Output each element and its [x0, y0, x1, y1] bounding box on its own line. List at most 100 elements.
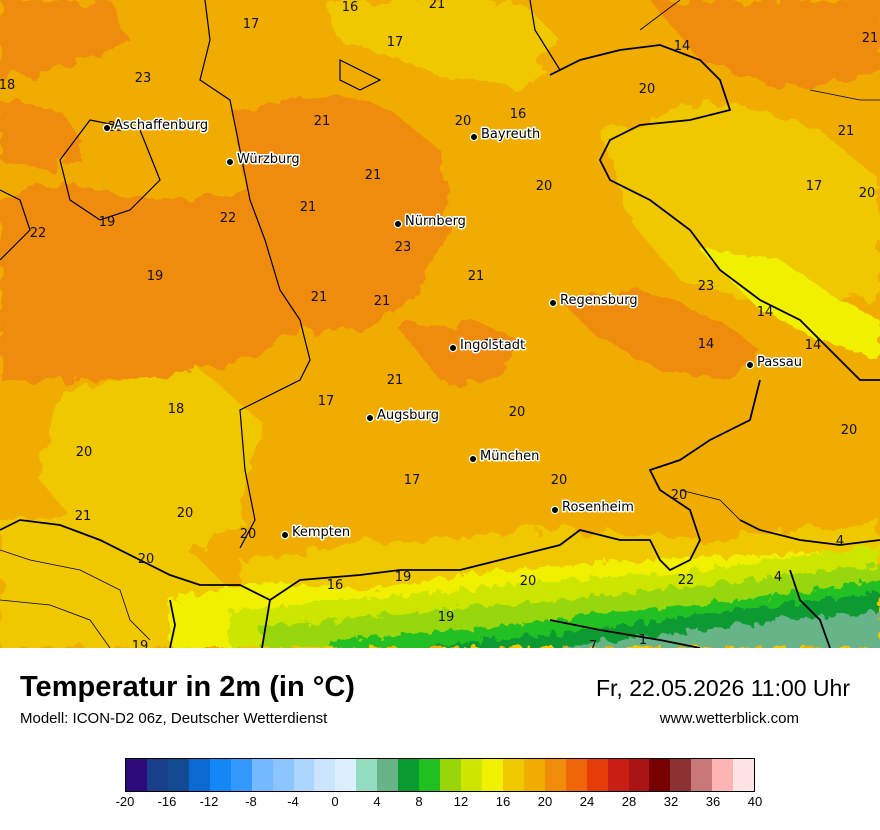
city-marker: Bayreuth [469, 126, 542, 144]
color-scale-swatch [209, 759, 231, 791]
temperature-value-label: 20 [240, 527, 257, 542]
map-canvas: 16 21 17 17 14 21 18 23 20 23 16 20 21 21 21 20 17 20 19 22… [0, 0, 880, 648]
legend-footer: Temperatur in 2m (in °C) Modell: ICON-D2… [0, 648, 880, 830]
city-dot [102, 123, 112, 133]
temperature-value-label: 20 [520, 574, 537, 589]
temperature-value-label: 20 [177, 506, 194, 521]
city-marker: Augsburg [365, 407, 441, 425]
city-dot [745, 360, 755, 370]
temperature-value-label: 19 [395, 570, 412, 585]
city-dot [469, 132, 479, 142]
color-scale-swatch [272, 759, 294, 791]
city-dot [468, 454, 478, 464]
city-label: Passau [757, 355, 802, 370]
color-scale-swatch [440, 759, 461, 791]
color-scale-tick: -20 [115, 794, 135, 809]
temperature-value-label: 23 [108, 120, 125, 135]
temperature-value-label: 18 [0, 78, 15, 93]
color-scale-swatch [461, 759, 482, 791]
temperature-value-label: 14 [674, 39, 691, 54]
website-link: www.wetterblick.com [659, 710, 799, 727]
city-marker: München [468, 448, 541, 466]
temperature-value-label: 23 [135, 71, 152, 86]
temperature-map: 16 21 17 17 14 21 18 23 20 23 16 20 21 21 21 20 17 20 19 22… [0, 0, 880, 648]
color-scale-ticks: -20 -16 -12 -8 -4 0 4 8 12 16 20 24 28 32 36 40 [116, 794, 763, 818]
national-borders [0, 44, 880, 648]
color-scale-swatch [335, 759, 357, 791]
color-scale-tick: 12 [453, 794, 469, 809]
color-scale-tick: 28 [621, 794, 637, 809]
city-label: Aschaffenburg [114, 118, 208, 133]
alpine-zones [230, 545, 880, 648]
city-label: Kempten [292, 525, 350, 540]
temperature-value-label: 20 [841, 423, 858, 438]
color-scale-swatch [481, 759, 503, 791]
temperature-value-label: 7 [589, 639, 597, 648]
district-borders [0, 0, 880, 648]
temperature-value-label: 17 [318, 394, 335, 409]
city-label: Bayreuth [481, 127, 540, 142]
color-scale-swatch [146, 759, 168, 791]
color-scale-swatch [251, 759, 273, 791]
color-scale-swatch [398, 759, 420, 791]
color-scale-tick: -4 [287, 794, 299, 809]
color-scale-swatch [586, 759, 608, 791]
city-markers: Aschaffenburg Würzburg Bayreuth Nürnberg Reg… [102, 117, 803, 542]
city-label: Würzburg [237, 152, 300, 167]
forecast-datetime: Fr, 22.05.2026 11:00 Uhr [595, 675, 850, 701]
color-scale-tick: 16 [495, 794, 511, 809]
color-scale-tick: 20 [537, 794, 553, 809]
city-dot [393, 219, 403, 229]
city-marker: Würzburg [225, 151, 301, 169]
color-scale-swatch [523, 759, 545, 791]
city-marker: Nürnberg [393, 213, 467, 231]
temperature-value-label: 23 [698, 279, 715, 294]
temperature-value-label: 14 [757, 305, 774, 320]
color-scale-swatch [188, 759, 210, 791]
color-scale-swatch [712, 759, 734, 791]
temperature-value-label: 21 [838, 124, 855, 139]
temperature-value-label: 17 [387, 35, 404, 50]
temperature-value-label: 17 [404, 473, 421, 488]
temperature-value-label: 16 [327, 578, 344, 593]
color-scale-bar [125, 758, 755, 792]
color-scale-tick: 0 [331, 794, 339, 809]
temperature-value-label: 4 [836, 534, 844, 549]
temperature-value-label: 21 [484, 338, 501, 353]
color-scale-swatch [607, 759, 629, 791]
temperature-value-label: 22 [220, 211, 237, 226]
temperature-value-label: 22 [678, 573, 695, 588]
temperature-value-label: 21 [365, 168, 382, 183]
city-marker: Passau [745, 354, 803, 372]
temperature-value-label: 20 [671, 488, 688, 503]
city-dot [550, 505, 560, 515]
temperature-value-label: 20 [76, 445, 93, 460]
temperature-value-label: 21 [862, 31, 879, 46]
color-scale-swatch [293, 759, 315, 791]
temperature-value-label: 21 [300, 200, 317, 215]
color-scale-swatch [691, 759, 713, 791]
city-label: Nürnberg [405, 214, 466, 229]
color-scale-tick: 4 [373, 794, 381, 809]
temperature-value-label: 20 [536, 179, 553, 194]
city-marker: Regensburg [548, 292, 639, 310]
color-scale-swatch [314, 759, 336, 791]
color-scale-tick: -12 [199, 794, 219, 809]
color-scale-swatch [649, 759, 671, 791]
color-scale-tick: 8 [415, 794, 423, 809]
temperature-value-label: 21 [311, 290, 328, 305]
color-scale-tick: -8 [245, 794, 257, 809]
city-label: Regensburg [560, 293, 638, 308]
chart-title: Temperatur in 2m (in °C) [20, 671, 355, 703]
temperature-values: 16 21 17 17 14 21 18 23 20 23 16 20 21 21 21 20 17 20 19 22… [0, 0, 878, 648]
temperature-value-label: 20 [455, 114, 472, 129]
city-marker: Ingolstadt [448, 337, 527, 355]
color-scale-swatch [628, 759, 650, 791]
city-label: Ingolstadt [460, 338, 525, 353]
temperature-value-label: 18 [168, 402, 185, 417]
color-scale-swatch [419, 759, 441, 791]
temperature-value-label: 19 [132, 639, 149, 648]
color-scale-swatch [167, 759, 189, 791]
temperature-value-label: 4 [774, 570, 782, 585]
temperature-value-label: 16 [510, 107, 527, 122]
